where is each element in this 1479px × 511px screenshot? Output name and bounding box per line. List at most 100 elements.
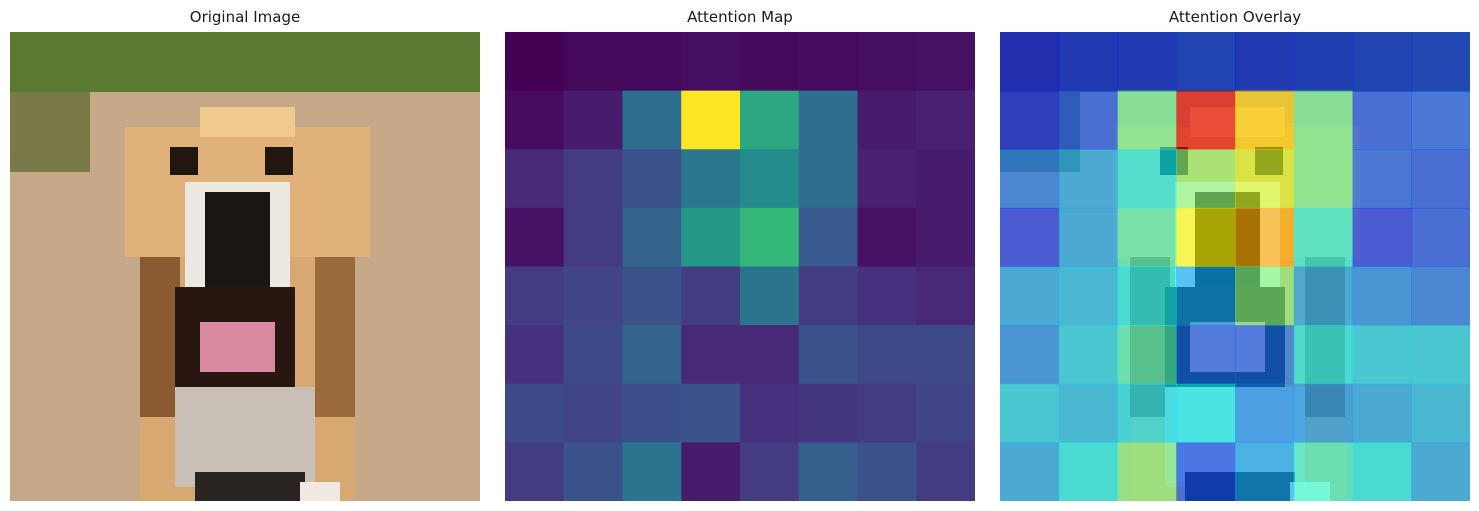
original-image-panel: Original Image [10, 0, 480, 511]
heatmap-cell [916, 442, 975, 501]
orig-chest [175, 387, 315, 487]
heatmap-cell [681, 383, 741, 443]
orig-tongue [200, 322, 275, 372]
overlay-cell [1176, 90, 1236, 150]
heatmap-cell [916, 32, 975, 92]
overlay-cell [1000, 149, 1060, 209]
overlay-cell [1411, 207, 1470, 268]
heatmap-cell [505, 325, 565, 385]
heatmap-cell [798, 90, 859, 150]
heatmap-cell [798, 266, 859, 326]
overlay-cell [1000, 383, 1060, 443]
overlay-cell [1411, 90, 1470, 150]
overlay-cell [1352, 207, 1412, 268]
heatmap-cell [857, 207, 917, 268]
heatmap-cell [857, 383, 917, 443]
heatmap-cell [622, 325, 682, 385]
orig-nose [205, 192, 270, 287]
overlay-cell [1293, 383, 1354, 443]
overlay-cell [1176, 266, 1236, 326]
overlay-cell [1058, 207, 1119, 268]
overlay-cell [1058, 32, 1119, 92]
overlay-cell [1352, 90, 1412, 150]
overlay-cell [1411, 325, 1470, 385]
heatmap-cell [740, 90, 800, 150]
overlay-cell [1117, 207, 1177, 268]
heatmap-cell [505, 442, 565, 501]
heatmap-cell [857, 90, 917, 150]
overlay-cell [1352, 149, 1412, 209]
heatmap-cell [740, 266, 800, 326]
overlay-cell [1293, 149, 1354, 209]
overlay-cell [1235, 442, 1295, 501]
heatmap-cell [622, 442, 682, 501]
overlay-cell [1000, 266, 1060, 326]
heatmap-cell [505, 32, 565, 92]
overlay-cell [1117, 383, 1177, 443]
heatmap-cell [563, 383, 624, 443]
heatmap-cell [505, 90, 565, 150]
heatmap-cell [681, 32, 741, 92]
overlay-cell [1117, 32, 1177, 92]
overlay-cell [1411, 442, 1470, 501]
heatmap-cell [916, 207, 975, 268]
overlay-cell [1235, 207, 1295, 268]
overlay-cell [1117, 325, 1177, 385]
overlay-cell [1000, 442, 1060, 501]
orig-eye-right [265, 147, 293, 175]
heatmap-cell [505, 383, 565, 443]
overlay-cell [1000, 32, 1060, 92]
heatmap-cell [798, 325, 859, 385]
attention-map-title: Attention Map [687, 8, 793, 26]
attention-overlay-image [1000, 32, 1470, 501]
orig-paw [300, 482, 340, 501]
heatmap-cell [798, 149, 859, 209]
heatmap-cell [681, 442, 741, 501]
heatmap-cell [563, 266, 624, 326]
orig-eye-left [170, 147, 198, 175]
heatmap-cell [798, 442, 859, 501]
heatmap-cell [681, 90, 741, 150]
heatmap-cell [740, 149, 800, 209]
overlay-cell [1000, 90, 1060, 150]
heatmap-cell [563, 207, 624, 268]
overlay-cell [1235, 325, 1295, 385]
overlay-cell [1000, 325, 1060, 385]
heatmap-cell [622, 149, 682, 209]
heatmap-cell [857, 266, 917, 326]
heatmap-cell [740, 442, 800, 501]
overlay-cell [1235, 90, 1295, 150]
heatmap-cell [798, 383, 859, 443]
heatmap-cell [916, 325, 975, 385]
overlay-cell [1293, 325, 1354, 385]
overlay-cell [1117, 266, 1177, 326]
overlay-cell [1293, 32, 1354, 92]
dog-photo [10, 32, 480, 501]
overlay-cell [1293, 442, 1354, 501]
heatmap-cell [563, 325, 624, 385]
orig-cheek-right [315, 257, 355, 417]
heatmap-cell [798, 32, 859, 92]
heatmap-cell [916, 90, 975, 150]
heatmap-cell [798, 207, 859, 268]
overlay-cell [1411, 266, 1470, 326]
overlay-cell [1293, 90, 1354, 150]
heatmap-cell [681, 149, 741, 209]
heatmap-cell [681, 266, 741, 326]
overlay-cell [1117, 442, 1177, 501]
heatmap-cell [622, 90, 682, 150]
heatmap-cell [505, 266, 565, 326]
overlay-cell [1176, 325, 1236, 385]
heatmap-cell [505, 149, 565, 209]
heatmap-cell [563, 90, 624, 150]
attention-overlay-title: Attention Overlay [1168, 8, 1302, 26]
overlay-cell [1352, 442, 1412, 501]
overlay-cell [1176, 207, 1236, 268]
overlay-cell [1352, 32, 1412, 92]
orig-grass [10, 32, 480, 92]
overlay-cell [1117, 149, 1177, 209]
overlay-cell [1235, 383, 1295, 443]
heatmap-cell [563, 32, 624, 92]
heatmap-cell [681, 325, 741, 385]
heatmap-cell [916, 383, 975, 443]
